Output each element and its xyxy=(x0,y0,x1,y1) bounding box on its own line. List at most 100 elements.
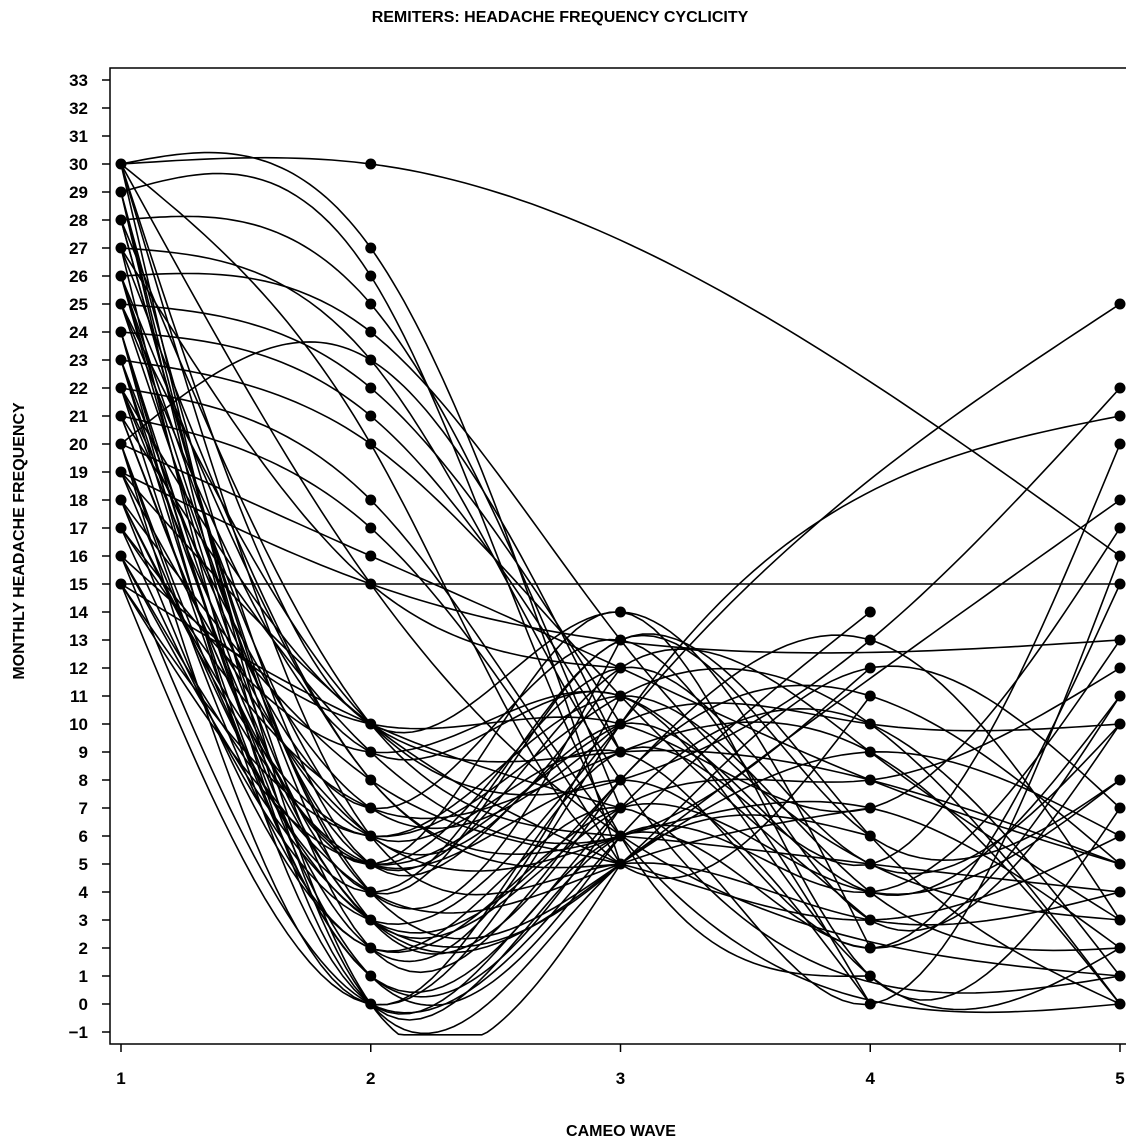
data-point xyxy=(365,410,377,422)
y-tick-label: 10 xyxy=(69,715,88,734)
data-point xyxy=(365,382,377,394)
y-tick-label: 25 xyxy=(69,295,88,314)
data-point xyxy=(115,382,127,394)
data-point xyxy=(1114,382,1126,394)
y-tick-label: 19 xyxy=(69,463,88,482)
data-point xyxy=(864,914,876,926)
data-point xyxy=(365,858,377,870)
data-point xyxy=(864,746,876,758)
y-tick-label: 12 xyxy=(69,659,88,678)
data-point xyxy=(864,830,876,842)
data-point xyxy=(1114,858,1126,870)
y-tick-label: 4 xyxy=(79,883,89,902)
x-tick-label: 4 xyxy=(866,1069,876,1088)
data-point xyxy=(115,158,127,170)
data-point xyxy=(365,578,377,590)
data-point xyxy=(365,242,377,254)
data-point xyxy=(864,858,876,870)
y-tick-label: 27 xyxy=(69,239,88,258)
data-point xyxy=(1114,298,1126,310)
data-point xyxy=(615,830,626,842)
x-tick-label: 2 xyxy=(366,1069,375,1088)
y-tick-label: 20 xyxy=(69,435,88,454)
data-point xyxy=(365,998,377,1010)
y-tick-label: 24 xyxy=(69,323,88,342)
data-point xyxy=(1114,522,1126,534)
data-point xyxy=(365,746,377,758)
data-point xyxy=(365,550,377,562)
curves xyxy=(120,151,1121,1036)
data-point xyxy=(365,914,377,926)
data-point xyxy=(864,998,876,1010)
data-point xyxy=(115,466,127,478)
data-point xyxy=(365,802,377,814)
data-point xyxy=(1114,886,1126,898)
data-point xyxy=(365,298,377,310)
y-tick-label: 2 xyxy=(79,939,88,958)
data-point xyxy=(365,830,377,842)
tick-labels: −101234567891011121314151617181920212223… xyxy=(69,71,1125,1088)
data-points xyxy=(115,158,1126,1010)
y-tick-label: 30 xyxy=(69,155,88,174)
data-point xyxy=(864,970,876,982)
data-point xyxy=(864,802,876,814)
data-point xyxy=(115,186,127,198)
data-point xyxy=(1114,634,1126,646)
series-line xyxy=(120,163,871,880)
series-line xyxy=(120,471,1121,654)
y-tick-label: 32 xyxy=(69,99,88,118)
series-line xyxy=(120,331,622,1007)
series-line xyxy=(120,163,1121,977)
data-point xyxy=(115,270,127,282)
data-point xyxy=(615,746,626,758)
y-tick-label: 0 xyxy=(79,995,88,1014)
data-point xyxy=(1114,914,1126,926)
data-point xyxy=(864,606,876,618)
y-tick-label: 3 xyxy=(79,911,88,930)
data-point xyxy=(115,522,127,534)
data-point xyxy=(1114,550,1126,562)
data-point xyxy=(115,550,127,562)
data-point xyxy=(1114,578,1126,590)
series-line xyxy=(120,191,871,1035)
series-line xyxy=(120,555,871,1014)
y-tick-label: 9 xyxy=(79,743,88,762)
data-point xyxy=(115,214,127,226)
series-line xyxy=(120,247,1121,949)
data-point xyxy=(864,774,876,786)
y-tick-label: 23 xyxy=(69,351,88,370)
data-point xyxy=(365,718,377,730)
data-point xyxy=(1114,942,1126,954)
y-tick-label: 18 xyxy=(69,491,88,510)
y-tick-label: 21 xyxy=(69,407,88,426)
series-line xyxy=(120,156,1121,557)
data-point xyxy=(1114,830,1126,842)
y-tick-label: 22 xyxy=(69,379,88,398)
data-point xyxy=(115,438,127,450)
data-point xyxy=(365,270,377,282)
data-point xyxy=(115,326,127,338)
y-tick-label: 7 xyxy=(79,799,88,818)
y-tick-label: 16 xyxy=(69,547,88,566)
data-point xyxy=(1114,718,1126,730)
y-tick-label: 1 xyxy=(79,967,88,986)
data-point xyxy=(115,494,127,506)
data-point xyxy=(365,494,377,506)
series-line xyxy=(120,443,1121,865)
data-point xyxy=(615,718,626,730)
data-point xyxy=(864,942,876,954)
series-line xyxy=(120,191,1121,974)
y-tick-label: 28 xyxy=(69,211,88,230)
data-point xyxy=(365,522,377,534)
data-point xyxy=(115,578,127,590)
y-tick-label: 17 xyxy=(69,519,88,538)
series-line xyxy=(120,275,1121,921)
data-point xyxy=(615,606,626,618)
data-point xyxy=(1114,802,1126,814)
y-tick-label: 11 xyxy=(70,687,88,706)
chart-title: REMITERS: HEADACHE FREQUENCY CYCLICITY xyxy=(372,9,749,26)
data-point xyxy=(365,942,377,954)
data-point xyxy=(365,326,377,338)
data-point xyxy=(1114,494,1126,506)
data-point xyxy=(1114,970,1126,982)
